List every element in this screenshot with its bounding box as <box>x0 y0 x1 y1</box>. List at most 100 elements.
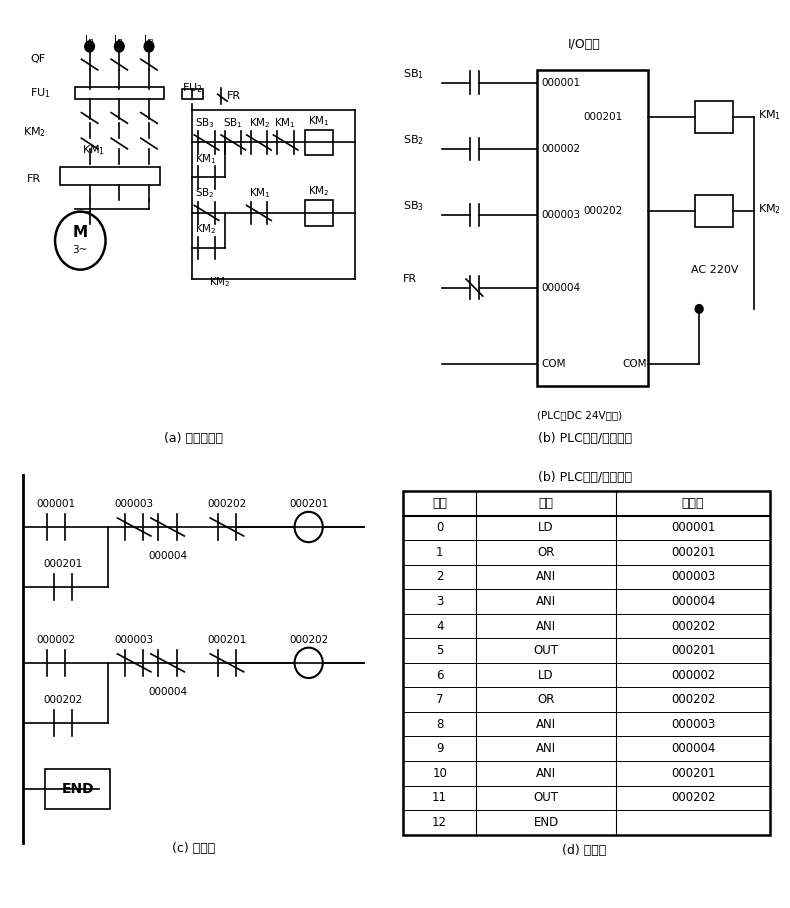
Text: 000202: 000202 <box>207 499 246 509</box>
Bar <box>182 89 203 99</box>
Text: SB$_1$: SB$_1$ <box>224 116 243 130</box>
Text: KM$_1$: KM$_1$ <box>308 114 330 128</box>
Circle shape <box>144 41 154 52</box>
Text: ANI: ANI <box>536 717 556 731</box>
Text: 000003: 000003 <box>541 210 581 220</box>
Text: 000201: 000201 <box>43 559 82 569</box>
Text: END: END <box>62 782 94 795</box>
Circle shape <box>85 41 95 52</box>
Bar <box>305 200 333 226</box>
Text: (c) 梯形图: (c) 梯形图 <box>172 842 215 854</box>
Text: 步序: 步序 <box>432 497 447 509</box>
Text: ANI: ANI <box>536 766 556 780</box>
Text: (b) PLC输入/输出接线: (b) PLC输入/输出接线 <box>537 432 632 446</box>
Text: 000002: 000002 <box>541 143 581 153</box>
Text: 指令: 指令 <box>539 497 554 509</box>
Text: 2: 2 <box>436 570 443 584</box>
Text: KM$_1$: KM$_1$ <box>249 186 270 200</box>
Text: 12: 12 <box>432 816 447 829</box>
Text: ANI: ANI <box>536 619 556 633</box>
Text: KM$_1$: KM$_1$ <box>195 152 217 165</box>
Bar <box>75 87 164 99</box>
Text: 000004: 000004 <box>671 595 715 608</box>
Bar <box>403 491 770 834</box>
Text: AC 220V: AC 220V <box>691 265 739 275</box>
Text: 000004: 000004 <box>148 551 187 561</box>
Text: 000202: 000202 <box>583 206 623 216</box>
Text: 1: 1 <box>436 546 443 559</box>
Bar <box>45 769 110 809</box>
Text: I/O单元: I/O单元 <box>568 38 601 51</box>
Text: FR: FR <box>27 173 40 183</box>
Text: OR: OR <box>537 693 555 706</box>
Text: 000003: 000003 <box>115 499 154 509</box>
Text: FU$_1$: FU$_1$ <box>30 86 51 100</box>
Text: 000004: 000004 <box>541 282 581 292</box>
Text: FR: FR <box>227 91 241 101</box>
Text: SB$_2$: SB$_2$ <box>403 133 424 147</box>
Text: 000003: 000003 <box>115 635 154 645</box>
Text: 000201: 000201 <box>207 635 246 645</box>
Text: QF: QF <box>30 54 45 64</box>
Text: M: M <box>73 225 88 241</box>
Text: 3: 3 <box>436 595 443 608</box>
Text: LD: LD <box>538 521 554 535</box>
Text: OUT: OUT <box>534 791 559 804</box>
Text: COM: COM <box>541 360 566 370</box>
Text: KM$_2$: KM$_2$ <box>209 275 231 289</box>
Text: 000201: 000201 <box>671 766 716 780</box>
Text: (PLC自DC 24V电源): (PLC自DC 24V电源) <box>537 410 623 420</box>
Text: 000201: 000201 <box>583 112 623 122</box>
Text: 7: 7 <box>436 693 443 706</box>
Text: 5: 5 <box>436 644 443 657</box>
Text: 0: 0 <box>436 521 443 535</box>
Text: KM$_1$: KM$_1$ <box>274 116 296 130</box>
Text: OR: OR <box>537 546 555 559</box>
Text: SB$_3$: SB$_3$ <box>195 116 216 130</box>
Text: OUT: OUT <box>534 644 559 657</box>
Text: 000201: 000201 <box>289 499 329 509</box>
Text: 4: 4 <box>436 619 443 633</box>
Text: 000001: 000001 <box>671 521 715 535</box>
Text: KM$_1$: KM$_1$ <box>758 108 781 122</box>
Circle shape <box>115 41 124 52</box>
Text: 000002: 000002 <box>36 635 76 645</box>
Circle shape <box>695 304 703 313</box>
Text: 000202: 000202 <box>289 635 329 645</box>
Text: L$_1$: L$_1$ <box>84 34 96 47</box>
Text: COM: COM <box>623 360 647 370</box>
Text: L$_3$: L$_3$ <box>143 34 155 47</box>
Text: (a) 接触器控制: (a) 接触器控制 <box>164 432 223 446</box>
Bar <box>305 130 333 155</box>
Text: 6: 6 <box>436 668 443 682</box>
Text: 000202: 000202 <box>43 695 82 705</box>
Text: 000003: 000003 <box>671 717 715 731</box>
Text: 3~: 3~ <box>73 245 88 255</box>
Text: 000202: 000202 <box>671 693 716 706</box>
Text: (d) 指令表: (d) 指令表 <box>562 844 607 856</box>
Text: SB$_1$: SB$_1$ <box>403 67 424 81</box>
Text: ANI: ANI <box>536 742 556 755</box>
Bar <box>695 194 733 227</box>
Text: 元件号: 元件号 <box>682 497 705 509</box>
Text: KM$_2$: KM$_2$ <box>308 184 330 198</box>
Text: 000003: 000003 <box>671 570 715 584</box>
Text: 000202: 000202 <box>671 791 716 804</box>
Text: END: END <box>533 816 559 829</box>
Text: (b) PLC输入/输出接线: (b) PLC输入/输出接线 <box>537 471 632 484</box>
Text: 11: 11 <box>432 791 447 804</box>
Text: 000004: 000004 <box>148 686 187 696</box>
Text: KM$_2$: KM$_2$ <box>249 116 270 130</box>
Text: KM$_2$: KM$_2$ <box>195 222 217 236</box>
Text: KM$_2$: KM$_2$ <box>23 125 46 139</box>
Text: KM$_1$: KM$_1$ <box>82 143 105 157</box>
Text: SB$_3$: SB$_3$ <box>403 200 424 213</box>
Text: 000004: 000004 <box>671 742 715 755</box>
Text: 9: 9 <box>436 742 443 755</box>
Text: ANI: ANI <box>536 595 556 608</box>
Text: 000202: 000202 <box>671 619 716 633</box>
Text: L$_1$: L$_1$ <box>113 34 126 47</box>
Text: KM$_2$: KM$_2$ <box>758 202 781 215</box>
Text: 000201: 000201 <box>671 644 716 657</box>
Bar <box>537 70 648 386</box>
